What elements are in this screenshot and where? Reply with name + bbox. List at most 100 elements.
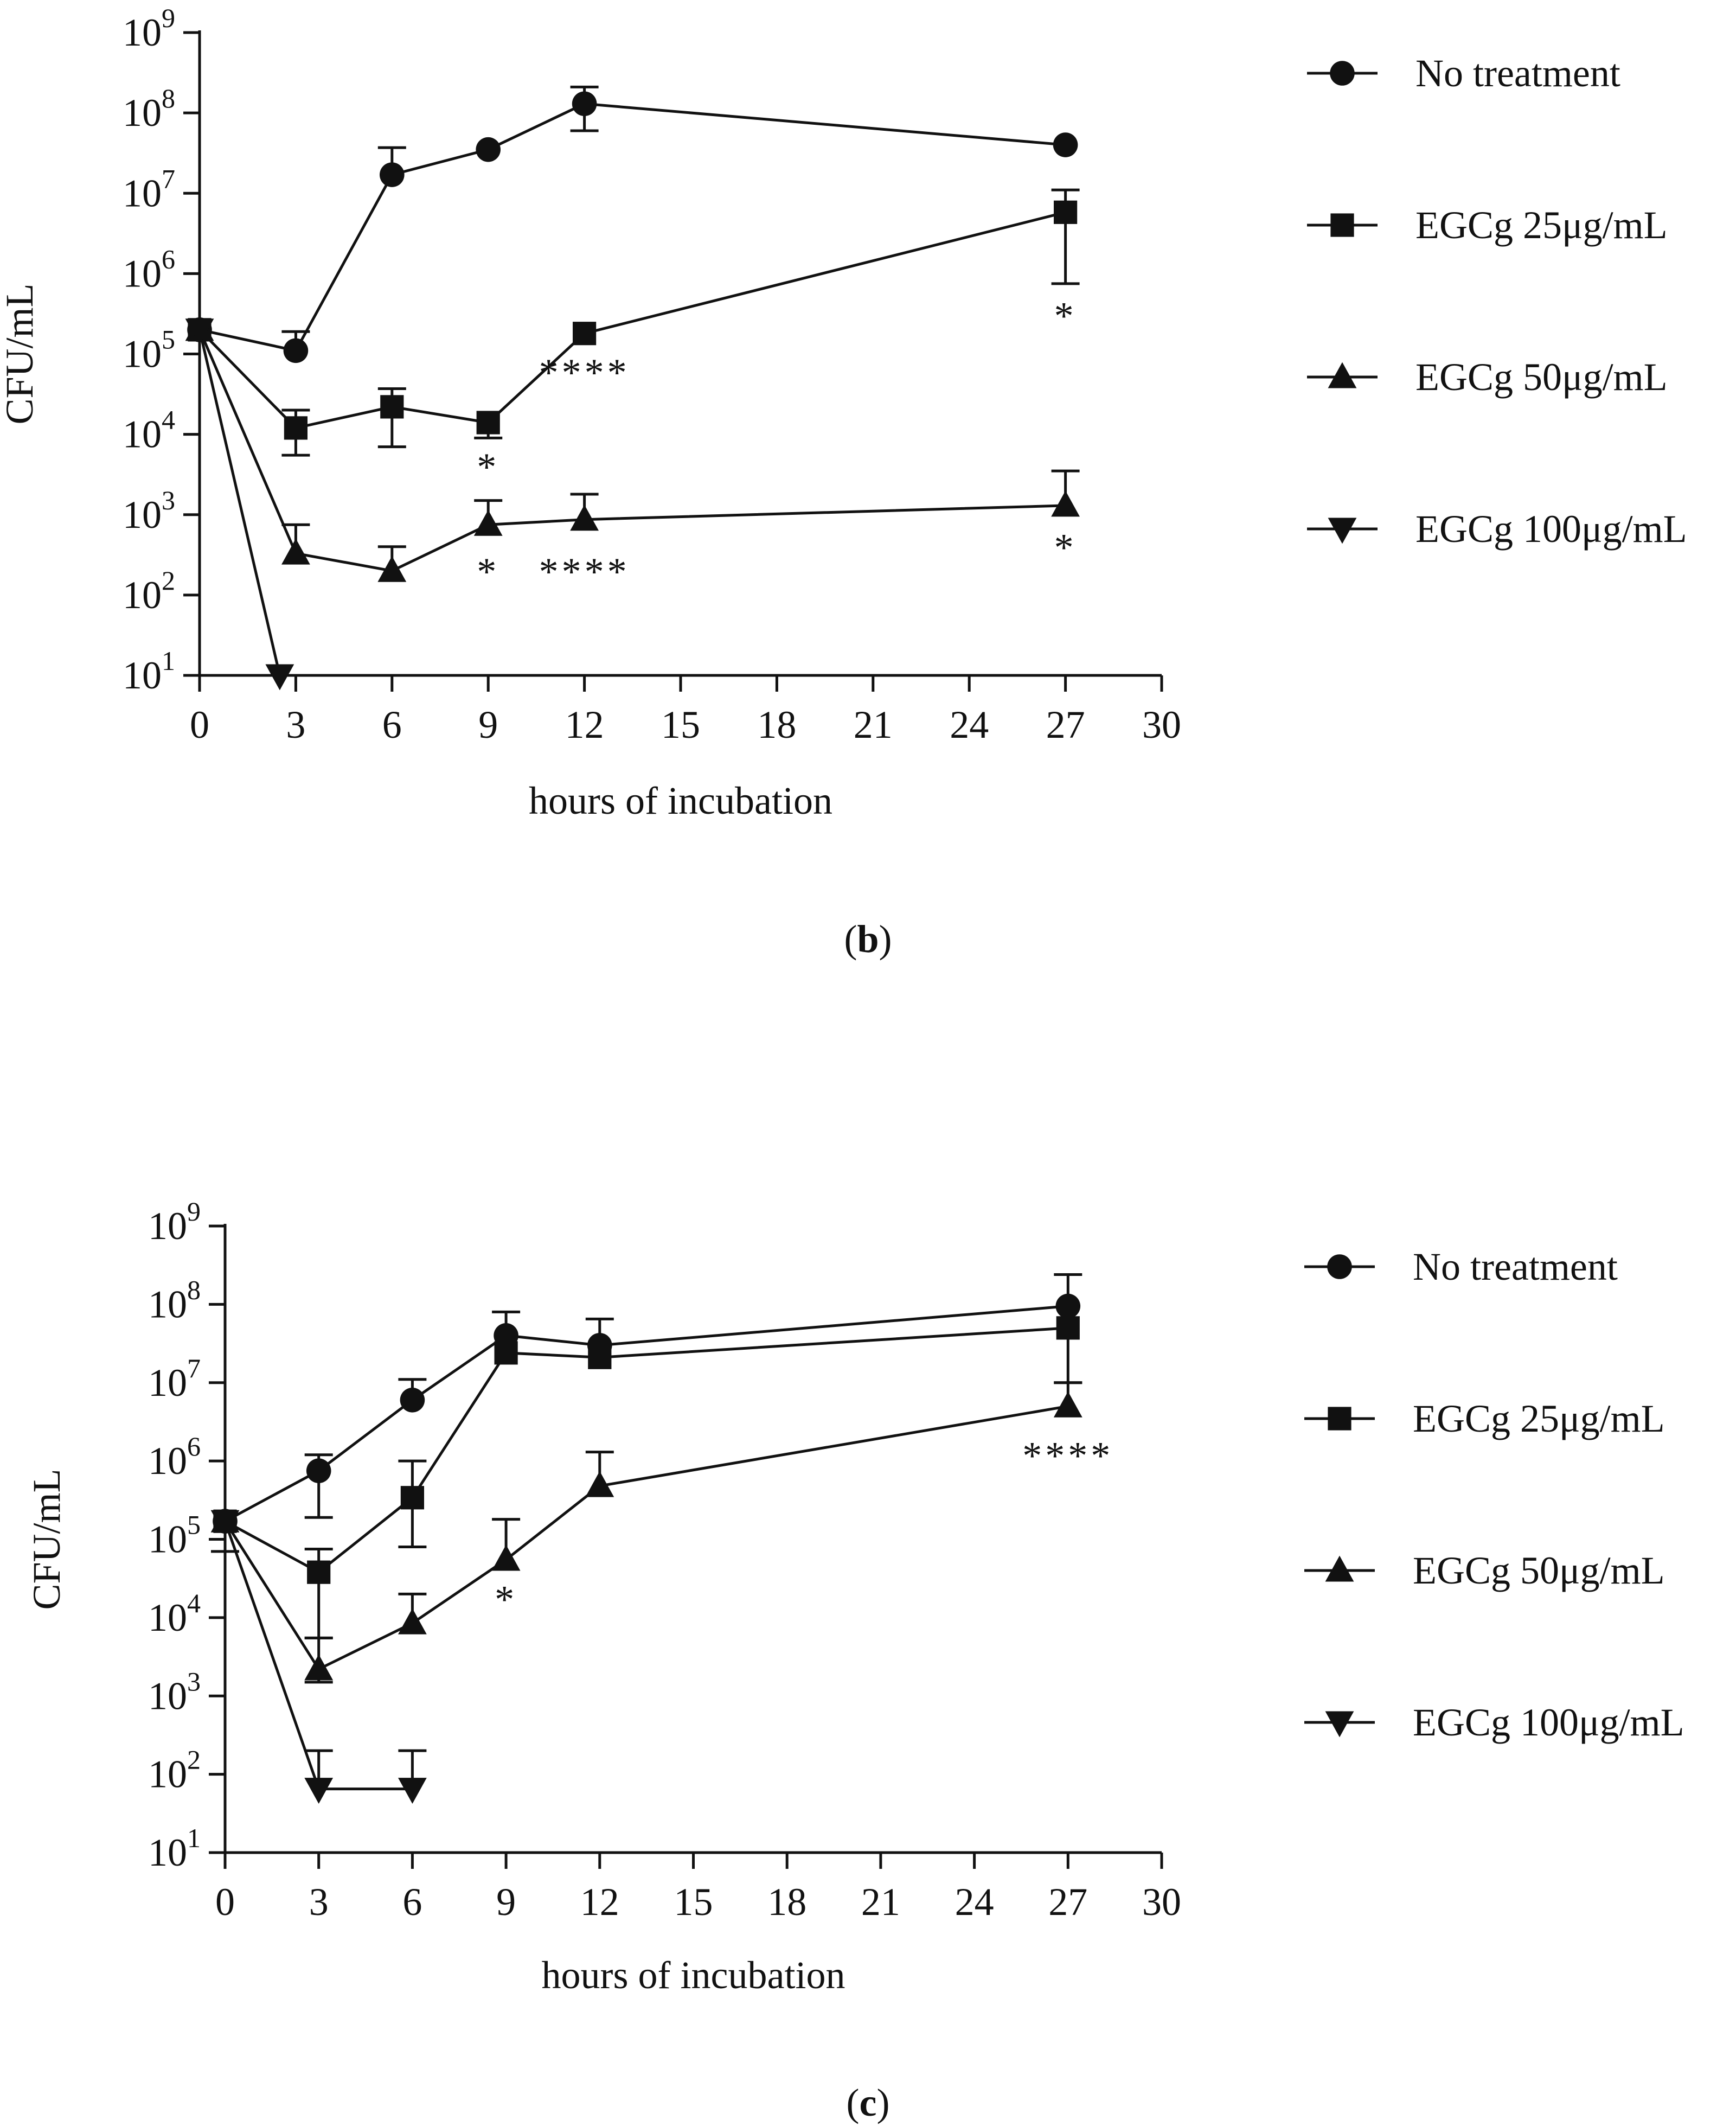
data-point-circle [1055, 1293, 1081, 1319]
x-tick-label: 21 [861, 1880, 900, 1924]
series-line [224, 1305, 1068, 1523]
legend-marker-triangle-up [1325, 1555, 1354, 1582]
y-tick-label: 101 [123, 646, 175, 697]
y-tick-label: 108 [123, 83, 175, 135]
data-point-triangle-up [398, 1608, 427, 1635]
data-point-circle [476, 137, 501, 162]
data-point-triangle-up [585, 1471, 614, 1497]
y-tick-label: 101 [148, 1823, 201, 1874]
y-tick-label: 107 [123, 163, 175, 215]
legend-marker-square [1328, 1407, 1351, 1431]
y-tick-label: 107 [148, 1353, 201, 1404]
data-point-circle [1053, 132, 1078, 157]
data-point-square [284, 416, 308, 440]
y-tick-label: 105 [123, 324, 175, 376]
data-point-square [573, 322, 597, 346]
data-point-circle [283, 338, 309, 363]
legend-marker-triangle-down [1325, 1711, 1354, 1738]
x-tick-label: 6 [382, 703, 402, 746]
series-circle [187, 85, 1078, 363]
legend-label: No treatment [1413, 1245, 1618, 1288]
series-line [198, 210, 1066, 430]
x-tick-label: 21 [854, 703, 893, 746]
y-tick-label: 109 [148, 1196, 201, 1248]
x-tick-label: 15 [674, 1880, 713, 1924]
data-point-circle [306, 1458, 331, 1483]
series-line [223, 1404, 1068, 1671]
significance-annotation: * [1054, 526, 1077, 569]
legend-item: No treatment [1304, 1245, 1618, 1288]
data-point-triangle-up [1053, 1391, 1082, 1418]
legend-label: No treatment [1415, 52, 1620, 95]
x-axis-label: hours of incubation [542, 1953, 845, 1997]
y-tick-label: 104 [148, 1588, 201, 1639]
y-tick-label: 102 [148, 1745, 201, 1796]
series-circle [211, 1273, 1082, 1553]
x-tick-label: 3 [309, 1880, 329, 1924]
legend-item: EGCg 50μg/mL [1307, 355, 1668, 399]
x-tick-label: 27 [1048, 1880, 1087, 1924]
data-point-triangle-down [398, 1778, 427, 1804]
data-point-square [476, 411, 500, 435]
y-tick-label: 106 [123, 244, 175, 295]
data-point-circle [400, 1387, 425, 1413]
y-tick-label: 102 [123, 565, 175, 617]
x-tick-label: 3 [286, 703, 305, 746]
x-axis-label: hours of incubation [529, 779, 832, 822]
panel-b: 0 3 6 9 12 15 18 21 24 27 30 101 102 103 104 105 106 107 1… [0, 0, 1736, 1031]
legend-item: EGCg 100μg/mL [1307, 507, 1687, 551]
data-point-circle [572, 91, 597, 117]
x-tick-label: 12 [580, 1880, 619, 1924]
legend-item: No treatment [1307, 52, 1620, 95]
significance-annotation: * [477, 550, 499, 593]
x-tick-label: 9 [478, 703, 498, 746]
data-point-triangle-up [377, 556, 407, 582]
series-square [188, 188, 1080, 457]
x-tick-label: 12 [565, 703, 604, 746]
y-tick-label: 103 [148, 1666, 201, 1718]
x-tick-label: 18 [757, 703, 796, 746]
chart-c: 0 3 6 9 12 15 18 21 24 27 30 101 102 103 104 105 106 107 1… [25, 1196, 1684, 1997]
legend-label: EGCg 50μg/mL [1415, 355, 1668, 399]
data-point-square [1056, 1316, 1080, 1340]
legend-label: EGCg 100μg/mL [1413, 1701, 1684, 1744]
legend-item: EGCg 50μg/mL [1304, 1549, 1665, 1592]
series-triangle-up [185, 315, 1080, 582]
x-tick-label: 6 [402, 1880, 422, 1924]
legend-item: EGCg 25μg/mL [1304, 1397, 1665, 1440]
legend-label: EGCg 25μg/mL [1415, 203, 1668, 247]
legend-label: EGCg 25μg/mL [1413, 1397, 1665, 1440]
x-tick-label: 0 [215, 1880, 235, 1924]
data-point-square [494, 1341, 518, 1365]
significance-annotation: * [1054, 295, 1077, 338]
y-axis-label: CFU/mL [0, 283, 41, 424]
data-point-triangle-up [570, 505, 599, 531]
legend-marker-triangle-down [1328, 518, 1357, 544]
x-tick-label: 0 [190, 703, 209, 746]
legend-marker-square [1330, 213, 1354, 237]
y-tick-label: 109 [123, 3, 175, 54]
data-point-circle [380, 162, 405, 187]
chart-b: 0 3 6 9 12 15 18 21 24 27 30 101 102 103 104 105 106 107 1… [0, 3, 1687, 822]
series-square [213, 1316, 1082, 1639]
panel-label-c: (c) [846, 2081, 890, 2124]
y-tick-label: 103 [123, 485, 175, 537]
panel-label-b: (b) [844, 917, 892, 961]
x-tick-label: 30 [1142, 1880, 1181, 1924]
data-point-triangle-up [491, 1544, 521, 1571]
x-tick-label: 15 [661, 703, 700, 746]
legend-marker-triangle-up [1328, 362, 1357, 388]
data-point-triangle-up [1051, 490, 1080, 517]
x-tick-label: 24 [950, 703, 989, 746]
series-line [224, 1326, 1068, 1574]
legend-item: EGCg 100μg/mL [1304, 1701, 1684, 1744]
series-triangle-down [185, 318, 294, 691]
x-tick-label: 27 [1046, 703, 1085, 746]
significance-annotation: **** [539, 351, 630, 394]
data-point-square [588, 1345, 612, 1369]
series-triangle-up [210, 1381, 1082, 1684]
data-point-triangle-up [473, 509, 503, 536]
y-axis-label: CFU/mL [25, 1469, 68, 1610]
data-point-triangle-down [265, 664, 294, 691]
data-point-square [380, 395, 404, 419]
